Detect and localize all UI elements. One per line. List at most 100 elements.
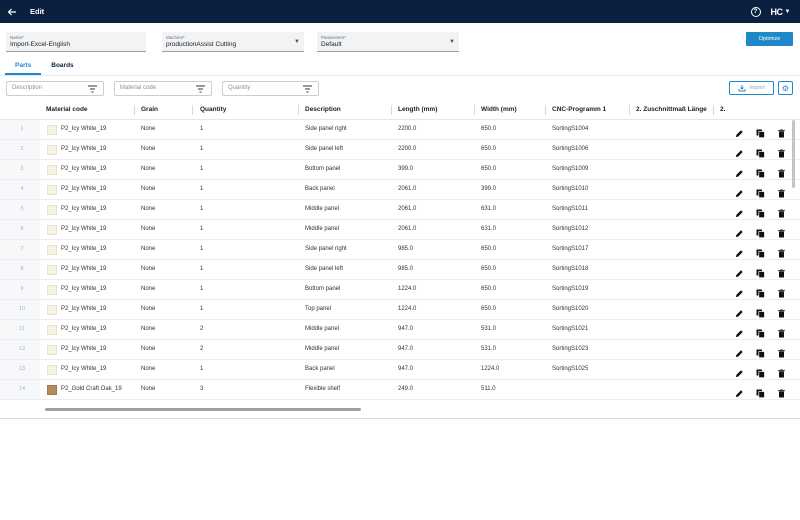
table-row[interactable]: 11 P2_Icy White_19 None 2 Middle panel 947.0 5… (0, 320, 800, 340)
edit-pencil-icon[interactable] (735, 325, 744, 337)
col-cnc-programm-1[interactable]: CNC-Programm 1 (552, 106, 607, 113)
duplicate-icon[interactable] (756, 345, 765, 359)
delete-trash-icon[interactable] (777, 345, 786, 358)
edit-pencil-icon[interactable] (735, 225, 744, 237)
vertical-scrollbar[interactable] (792, 120, 795, 188)
edit-pencil-icon[interactable] (735, 125, 744, 137)
duplicate-icon[interactable] (756, 165, 765, 179)
delete-trash-icon[interactable] (777, 305, 786, 318)
cell-grain: None (141, 126, 156, 132)
filter-icon[interactable] (88, 85, 97, 93)
table-row[interactable]: 10 P2_Icy White_19 None 1 Top panel 1224.0 650… (0, 300, 800, 320)
col-2[interactable]: 2. (720, 106, 726, 113)
table-row[interactable]: 4 P2_Icy White_19 None 1 Back panel 2061.0 399… (0, 180, 800, 200)
tab-parts[interactable]: Parts (5, 58, 42, 75)
help-icon[interactable]: ? (750, 6, 761, 17)
duplicate-icon[interactable] (756, 125, 765, 139)
table-row[interactable]: 5 P2_Icy White_19 None 1 Middle panel 2061.0 6… (0, 200, 800, 220)
cell-cnc-programm: SortingS1017 (552, 246, 589, 252)
filter-icon[interactable] (196, 85, 205, 93)
table-row[interactable]: 13 P2_Icy White_19 None 1 Back panel 947.0 122… (0, 360, 800, 380)
duplicate-icon[interactable] (756, 385, 765, 399)
delete-trash-icon[interactable] (777, 245, 786, 258)
table-row[interactable]: 14 P2_Gold Craft Oak_19 None 3 Flexible shel… (0, 380, 800, 400)
delete-trash-icon[interactable] (777, 145, 786, 158)
cell-description: Side panel left (305, 266, 344, 272)
edit-pencil-icon[interactable] (735, 205, 744, 217)
brand-logo: HC (770, 6, 784, 17)
optimize-button[interactable]: Optimize (746, 32, 793, 46)
col-quantity[interactable]: Quantity (200, 106, 227, 113)
horizontal-scrollbar[interactable] (45, 408, 361, 411)
row-number-cell (0, 180, 40, 199)
row-number: 9 (20, 286, 24, 292)
tab-boards[interactable]: Boards (51, 62, 74, 69)
cell-cnc-programm: SortingS1025 (552, 366, 589, 372)
delete-trash-icon[interactable] (777, 365, 786, 378)
duplicate-icon[interactable] (756, 145, 765, 159)
table-row[interactable]: 7 P2_Icy White_19 None 1 Side panel right 985… (0, 240, 800, 260)
duplicate-icon[interactable] (756, 265, 765, 279)
duplicate-icon[interactable] (756, 185, 765, 199)
gear-icon[interactable]: ⚙ (778, 81, 793, 95)
row-number-cell (0, 220, 40, 239)
material-code-filter[interactable]: Material code (114, 81, 212, 96)
col-zuschnittmass-laenge[interactable]: 2. Zuschnittmaß Länge (636, 106, 707, 113)
delete-trash-icon[interactable] (777, 205, 786, 218)
delete-trash-icon[interactable] (777, 185, 786, 198)
table-row[interactable]: 12 P2_Icy White_19 None 2 Middle panel 947.0 5… (0, 340, 800, 360)
duplicate-icon[interactable] (756, 325, 765, 339)
edit-pencil-icon[interactable] (735, 185, 744, 197)
edit-pencil-icon[interactable] (735, 285, 744, 297)
delete-trash-icon[interactable] (777, 285, 786, 298)
duplicate-icon[interactable] (756, 365, 765, 379)
edit-pencil-icon[interactable] (735, 265, 744, 277)
quantity-filter[interactable]: Quantity (222, 81, 319, 96)
duplicate-icon[interactable] (756, 305, 765, 319)
edit-pencil-icon[interactable] (735, 345, 744, 357)
parameters-select[interactable]: Parameters* Default ▼ (317, 32, 459, 52)
col-length[interactable]: Length (mm) (398, 106, 438, 113)
column-separator (298, 105, 299, 115)
edit-pencil-icon[interactable] (735, 365, 744, 377)
col-width[interactable]: Width (mm) (481, 106, 517, 113)
logo-caret-icon: ▼ (784, 8, 791, 15)
table-row[interactable]: 1 P2_Icy White_19 None 1 Side panel right 220… (0, 120, 800, 140)
back-arrow-icon[interactable] (0, 0, 24, 23)
delete-trash-icon[interactable] (777, 125, 786, 138)
col-grain[interactable]: Grain (141, 106, 158, 113)
import-button[interactable]: Import (729, 81, 774, 95)
account-logo-menu[interactable]: HC ▼ (770, 6, 791, 17)
cell-length: 2061.0 (398, 226, 417, 232)
description-filter[interactable]: Description (6, 81, 104, 96)
edit-pencil-icon[interactable] (735, 305, 744, 317)
material-color-swatch (47, 165, 57, 175)
machine-select[interactable]: Machine* productionAssist Cutting ▼ (162, 32, 304, 52)
tab-divider (0, 75, 800, 76)
table-row[interactable]: 6 P2_Icy White_19 None 1 Middle panel 2061.0 6… (0, 220, 800, 240)
duplicate-icon[interactable] (756, 285, 765, 299)
edit-pencil-icon[interactable] (735, 165, 744, 177)
delete-trash-icon[interactable] (777, 225, 786, 238)
table-row[interactable]: 8 P2_Icy White_19 None 1 Side panel left 985.… (0, 260, 800, 280)
edit-pencil-icon[interactable] (735, 145, 744, 157)
delete-trash-icon[interactable] (777, 265, 786, 278)
table-row[interactable]: 9 P2_Icy White_19 None 1 Bottom panel 1224.0 6… (0, 280, 800, 300)
filter-icon[interactable] (303, 85, 312, 93)
name-field[interactable]: Name* Import-Excel-English (6, 32, 146, 52)
col-material-code[interactable]: Material code (46, 106, 88, 113)
edit-pencil-icon[interactable] (735, 245, 744, 257)
cell-grain: None (141, 326, 156, 332)
cell-width: 650.0 (481, 306, 497, 312)
cell-quantity: 1 (200, 286, 204, 292)
duplicate-icon[interactable] (756, 245, 765, 259)
table-row[interactable]: 3 P2_Icy White_19 None 1 Bottom panel 399.0 65… (0, 160, 800, 180)
delete-trash-icon[interactable] (777, 165, 786, 178)
delete-trash-icon[interactable] (777, 325, 786, 338)
table-row[interactable]: 2 P2_Icy White_19 None 1 Side panel left 2200… (0, 140, 800, 160)
col-description[interactable]: Description (305, 106, 341, 113)
duplicate-icon[interactable] (756, 225, 765, 239)
edit-pencil-icon[interactable] (735, 385, 744, 397)
delete-trash-icon[interactable] (777, 385, 786, 398)
duplicate-icon[interactable] (756, 205, 765, 219)
